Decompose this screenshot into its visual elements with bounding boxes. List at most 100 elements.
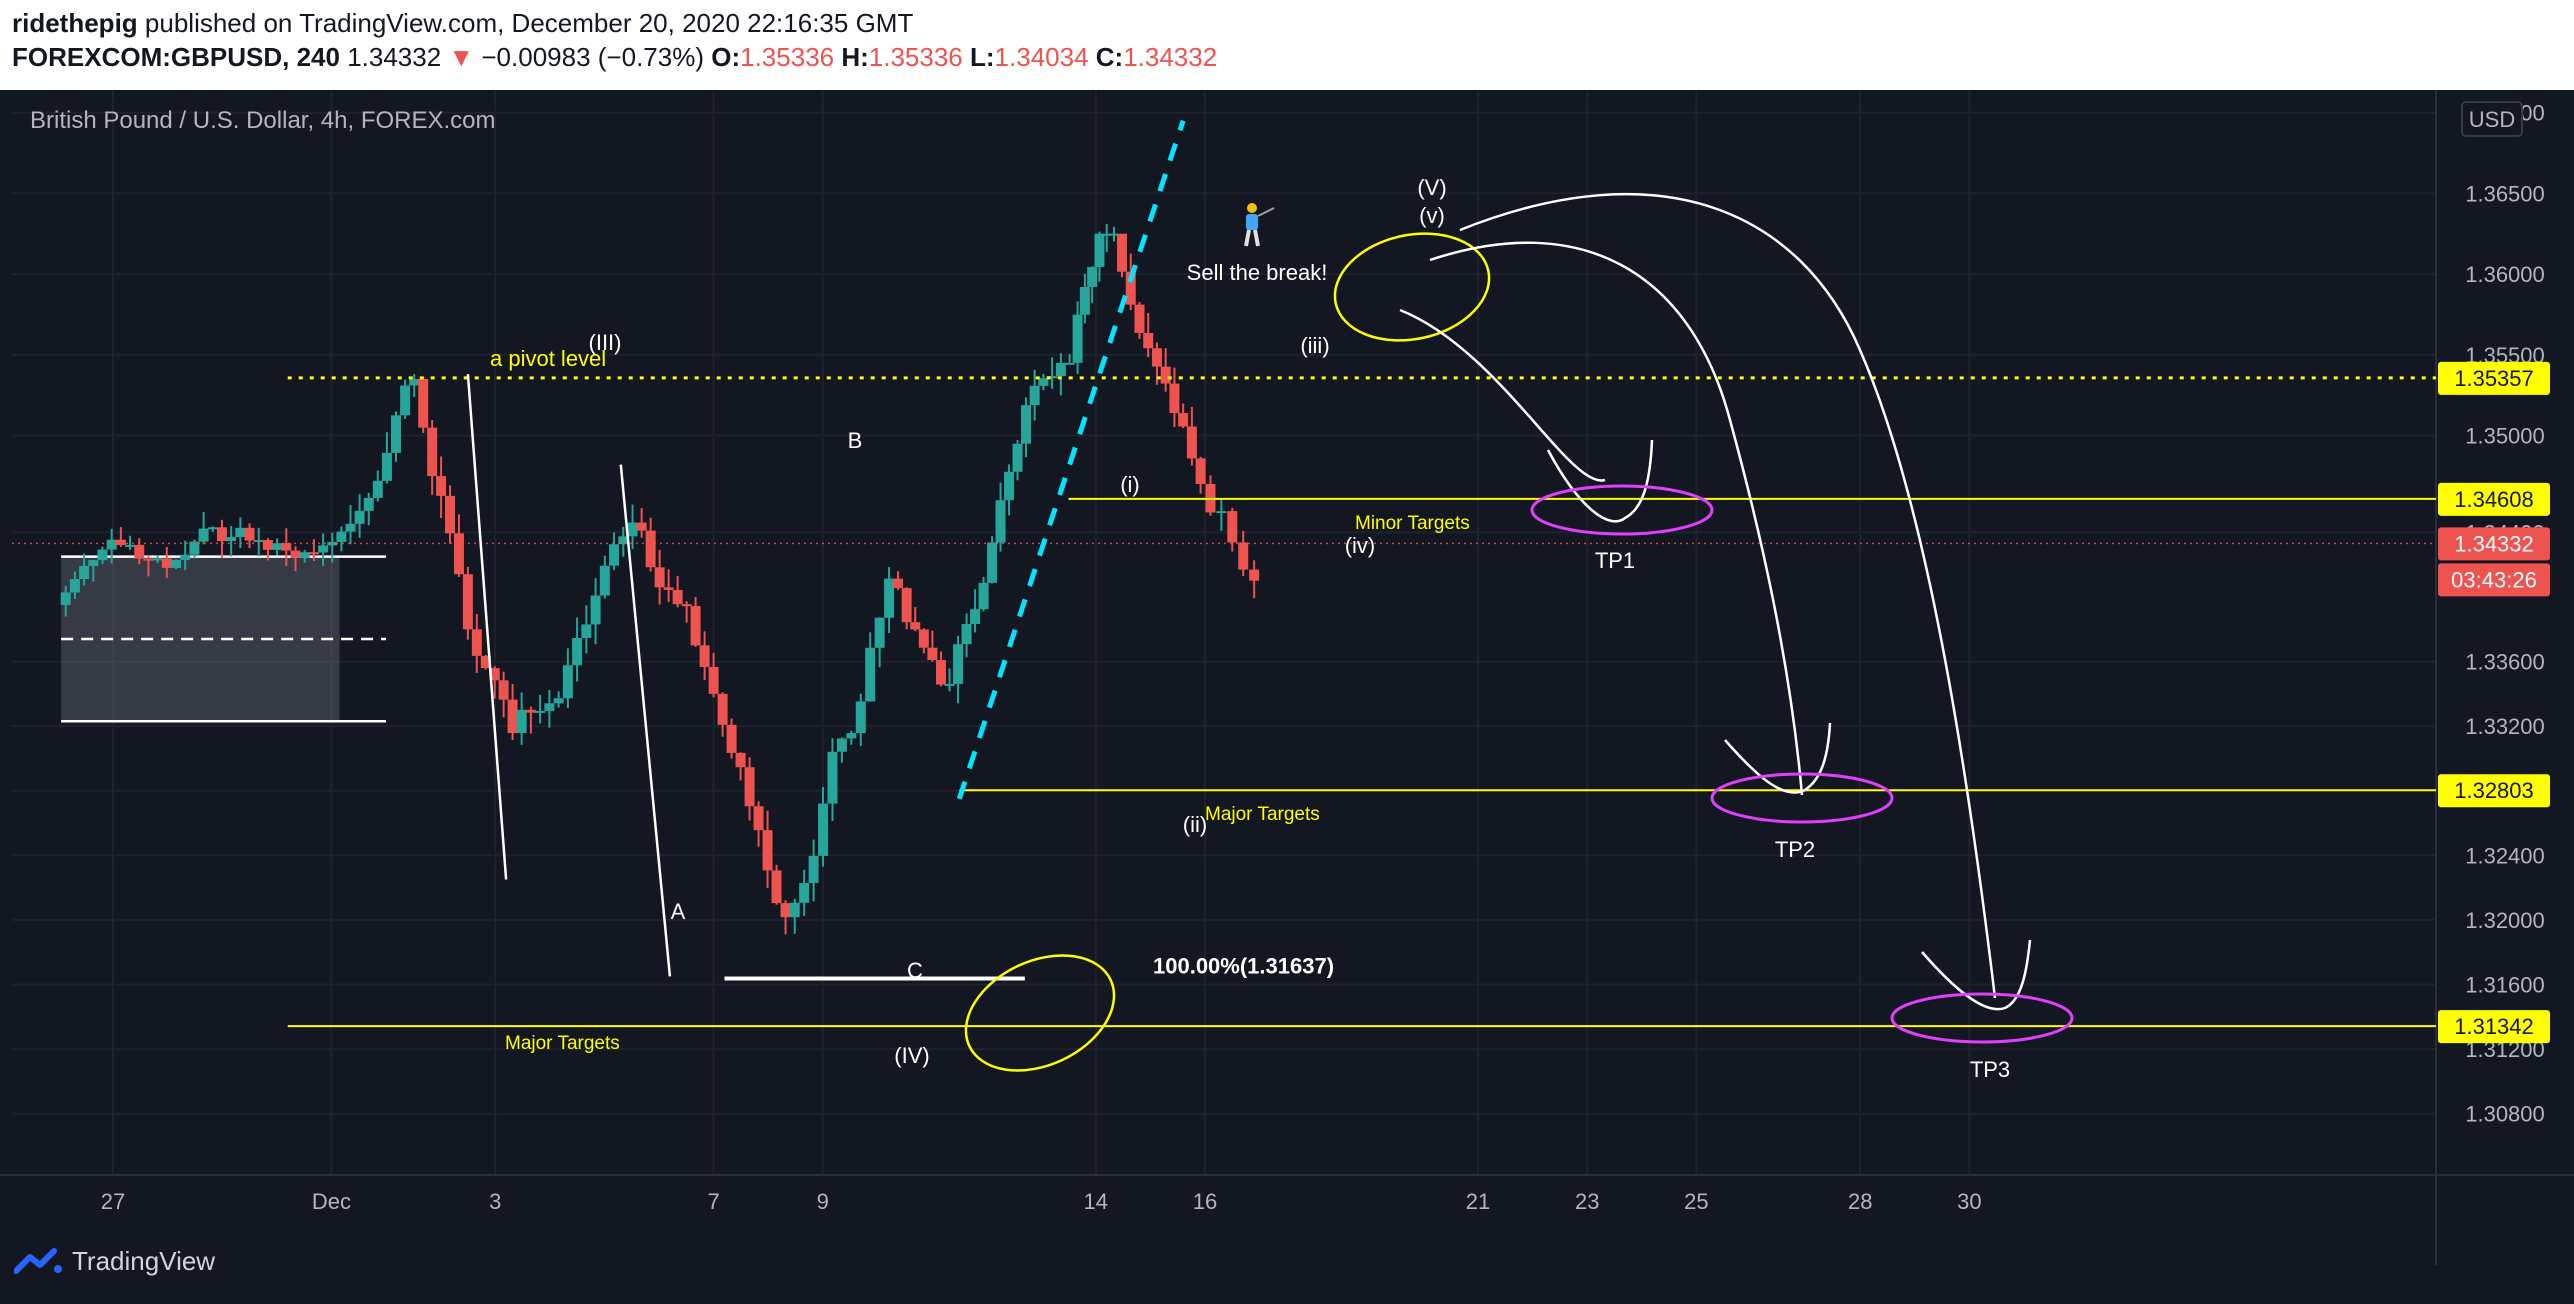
candle-body [735, 752, 746, 768]
price-label-text: 03:43:26 [2451, 567, 2537, 592]
candle-body [115, 539, 126, 546]
candle-body [290, 550, 301, 558]
price-label-bg [2438, 361, 2550, 395]
time-axis[interactable]: 27 Dec 3 7 9 14 16 21 23 25 28 30 [101, 1189, 1982, 1214]
low-value: 1.34034 [994, 42, 1089, 72]
tp2-ellipse [1710, 772, 1894, 824]
candle-body [910, 622, 921, 630]
price-label-text: 1.31342 [2454, 1014, 2534, 1039]
price-chart[interactable]: British Pound / U.S. Dollar, 4h, FOREX.c… [0, 90, 2574, 1265]
price-label-target: 1.34608 [2438, 482, 2550, 516]
x-tick-label: 30 [1957, 1189, 1981, 1214]
candle-body [918, 629, 929, 648]
candle-body [400, 385, 411, 416]
author-name[interactable]: ridethepig [12, 8, 138, 38]
candle-body [391, 415, 402, 453]
y-tick-label: 1.36500 [2465, 181, 2545, 206]
wave-label: A [671, 899, 686, 924]
candle-body [427, 427, 438, 477]
symbol-name[interactable]: FOREXCOM:GBPUSD, 240 [12, 42, 340, 72]
candle-body [125, 544, 136, 547]
sell-break-label: Sell the break! [1187, 260, 1328, 285]
candle-body [1178, 413, 1189, 427]
candle-body [1238, 542, 1249, 570]
candle-body [762, 830, 773, 871]
golfer-icon [1244, 203, 1275, 247]
chart-area[interactable]: British Pound / U.S. Dollar, 4h, FOREX.c… [0, 90, 2574, 1265]
candle-body [262, 540, 273, 550]
candle-body [299, 552, 310, 558]
x-tick-label: 7 [707, 1189, 719, 1214]
candle-body [336, 531, 347, 542]
candle-body [753, 806, 764, 831]
candle-body [507, 699, 518, 734]
annotations: a pivot level Minor Targets Major Targets M… [12, 119, 2436, 1082]
x-tick-label: 23 [1575, 1189, 1599, 1214]
candle-body [354, 510, 365, 524]
candle-body [874, 617, 885, 648]
x-tick-label: 9 [817, 1189, 829, 1214]
price-label-bg [2438, 482, 2550, 516]
wave-label: C [907, 958, 923, 983]
candle-body [180, 554, 191, 560]
candle-body [198, 528, 209, 542]
y-tick-label: 1.32000 [2465, 908, 2545, 933]
candle-body [281, 543, 292, 551]
candle-body [636, 522, 647, 531]
tp-label: TP2 [1775, 837, 1815, 862]
candle-body [663, 587, 674, 590]
candle-body [462, 574, 473, 630]
price-label-last: 1.34332 [2438, 527, 2550, 561]
bounce-curve-3 [1921, 939, 2032, 1011]
chart-title: British Pound / U.S. Dollar, 4h, FOREX.c… [30, 107, 496, 134]
candle-body [171, 559, 182, 568]
candle-body [134, 544, 145, 559]
candle-body [808, 855, 819, 884]
candle-body [1101, 233, 1112, 236]
price-axis[interactable]: 1.370001.365001.360001.355001.350001.344… [2465, 101, 2545, 1127]
candle-body [717, 693, 728, 725]
golfer-club [1257, 207, 1275, 217]
candle-body [1055, 362, 1066, 377]
price-label-bg [2438, 1010, 2550, 1044]
candle-body [161, 558, 172, 568]
candle-body [152, 558, 163, 561]
candle-body [681, 604, 692, 607]
candle-body [516, 709, 527, 734]
candle-body [1047, 376, 1058, 379]
wave-label: (v) [1419, 203, 1445, 228]
wave-c-line [619, 464, 672, 977]
wave-label: (iii) [1300, 333, 1329, 358]
golfer-leg [1253, 229, 1260, 247]
candle-body [143, 558, 154, 561]
golfer-body [1246, 214, 1258, 230]
currency-button[interactable]: USD [2461, 101, 2523, 137]
grid [0, 90, 2574, 1265]
y-tick-label: 1.33200 [2465, 714, 2545, 739]
price-label-bg [2438, 563, 2550, 597]
candle-body [88, 560, 99, 566]
candle-body [1012, 443, 1023, 472]
candle-body [627, 522, 638, 537]
projection-arc-1 [1399, 308, 1606, 482]
candle-body [609, 544, 620, 566]
price-label-bg [2438, 527, 2550, 561]
tradingview-logo[interactable]: TradingView [14, 1246, 215, 1277]
candle-body [372, 480, 383, 498]
high-value: 1.35336 [868, 42, 963, 72]
price-label-text: 1.32803 [2454, 778, 2534, 803]
candle-body [60, 592, 71, 606]
tp1-ellipse [1530, 484, 1714, 536]
major-targets-label: Major Targets [505, 1033, 620, 1054]
candle-body [1125, 271, 1136, 305]
price-label-text: 1.34332 [2454, 531, 2534, 556]
candle-body [436, 476, 447, 496]
candle-body [780, 903, 791, 918]
candle-body [345, 523, 356, 532]
y-tick-label: 1.36000 [2465, 262, 2545, 287]
x-tick-label: 14 [1084, 1189, 1108, 1214]
close-value: 1.34332 [1123, 42, 1218, 72]
tp3-ellipse [1890, 992, 2074, 1044]
candle-body [535, 710, 546, 713]
golfer-head [1247, 203, 1257, 213]
